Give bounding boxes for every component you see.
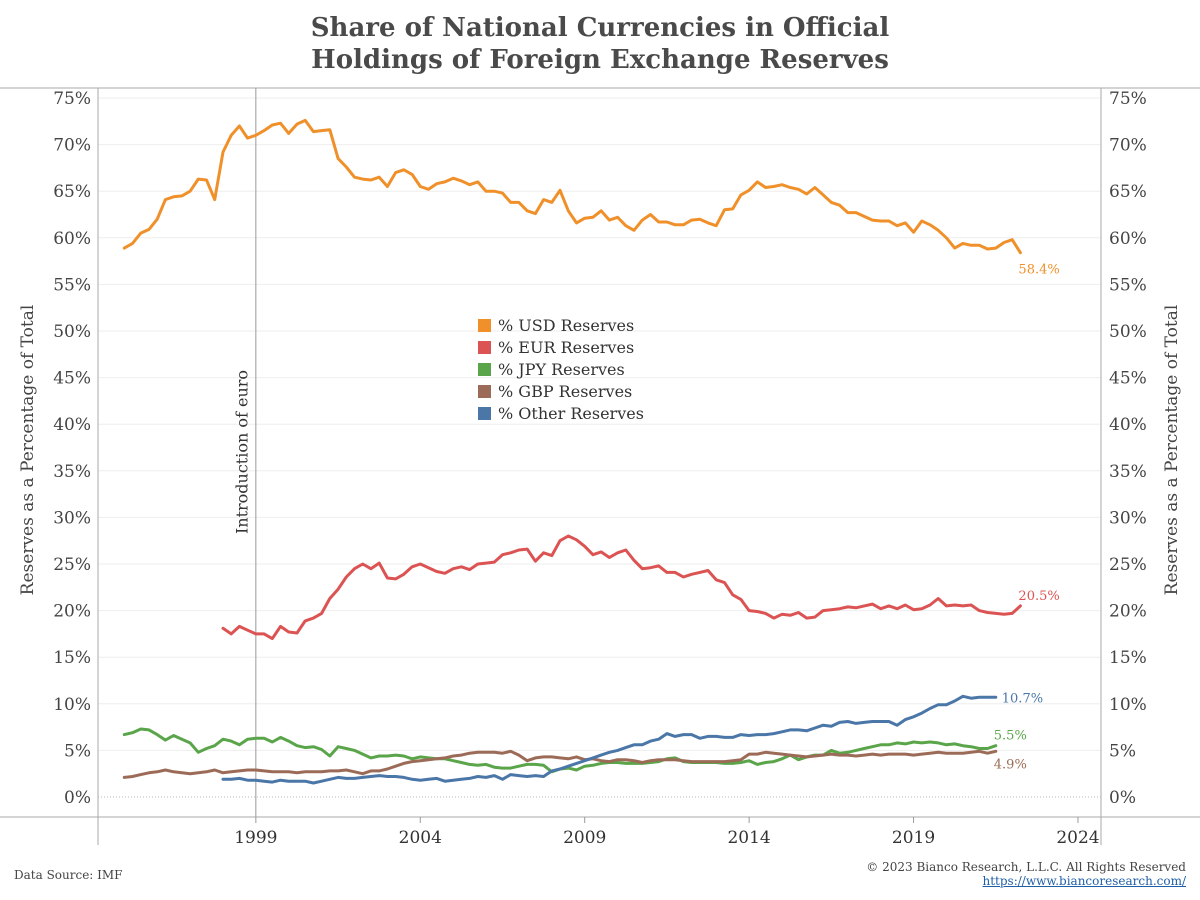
end-label-eur: 20.5% xyxy=(1018,589,1059,604)
y-tick-label-left: 35% xyxy=(53,462,91,482)
y-tick-label-right: 15% xyxy=(1109,648,1147,668)
legend-label-eur: % EUR Reserves xyxy=(498,337,635,357)
y-tick-label-right: 0% xyxy=(1109,788,1136,808)
euro-annotation: Introduction of euro xyxy=(232,369,252,535)
y-tick-label-left: 20% xyxy=(53,602,91,622)
y-axis-left-label: Reserves as a Percentage of Total xyxy=(18,304,38,596)
end-label-jpy: 5.5% xyxy=(994,729,1027,744)
x-tick-label: 2024 xyxy=(1056,828,1099,848)
y-tick-label-left: 15% xyxy=(53,648,91,668)
legend-label-gbp: % GBP Reserves xyxy=(498,381,633,401)
legend-swatch-usd xyxy=(478,318,491,332)
legend-label-usd: % USD Reserves xyxy=(498,315,635,335)
y-tick-label-right: 30% xyxy=(1109,508,1147,528)
y-tick-label-right: 20% xyxy=(1109,602,1147,622)
y-tick-label-left: 70% xyxy=(53,136,91,156)
y-tick-label-right: 55% xyxy=(1109,275,1147,295)
y-tick-label-left: 0% xyxy=(64,788,91,808)
y-tick-label-left: 55% xyxy=(53,275,91,295)
y-tick-label-right: 40% xyxy=(1109,415,1147,435)
y-tick-label-right: 5% xyxy=(1109,741,1136,761)
chart-frame xyxy=(0,87,1200,845)
x-tick-label: 2009 xyxy=(563,828,606,848)
grid-lines xyxy=(98,97,1101,798)
legend-item-gbp[interactable]: % GBP Reserves xyxy=(478,380,644,402)
chart-title: Share of National Currencies in Official… xyxy=(0,12,1200,76)
y-tick-label-right: 60% xyxy=(1109,229,1147,249)
y-tick-label-left: 5% xyxy=(64,741,91,761)
x-tick-label: 2014 xyxy=(727,828,770,848)
legend-label-other: % Other Reserves xyxy=(498,403,644,423)
y-tick-label-right: 70% xyxy=(1109,136,1147,156)
legend-swatch-jpy xyxy=(478,362,491,376)
series-line-other xyxy=(221,694,998,785)
data-source: Data Source: IMF xyxy=(14,868,123,882)
series-lines xyxy=(122,118,1022,785)
y-tick-label-left: 30% xyxy=(53,508,91,528)
y-axis-right-ticks: 0% 5% 10% 15% 20% 25% 30% 35% 40% 45% 50% 55% 60% 65%… xyxy=(1109,89,1147,808)
series-line-gbp xyxy=(122,749,998,779)
series-line-eur xyxy=(221,534,1022,641)
y-tick-label-left: 50% xyxy=(53,322,91,342)
y-tick-label-left: 45% xyxy=(53,369,91,389)
chart-legend: % USD Reserves % EUR Reserves % JPY Rese… xyxy=(478,314,644,424)
y-tick-label-right: 75% xyxy=(1109,89,1147,109)
copyright-block: © 2023 Bianco Research, L.L.C. All Right… xyxy=(866,860,1186,888)
x-tick-label: 2004 xyxy=(399,828,442,848)
y-tick-label-right: 45% xyxy=(1109,369,1147,389)
legend-item-jpy[interactable]: % JPY Reserves xyxy=(478,358,644,380)
y-axis-left-ticks: 0% 5% 10% 15% 20% 25% 30% 35% 40% 45% 50% 55% 60% 65%… xyxy=(53,89,91,808)
y-tick-label-right: 65% xyxy=(1109,182,1147,202)
y-tick-label-left: 25% xyxy=(53,555,91,575)
y-tick-label-left: 65% xyxy=(53,182,91,202)
end-label-usd: 58.4% xyxy=(1018,263,1059,278)
legend-swatch-eur xyxy=(478,340,491,354)
y-tick-label-left: 40% xyxy=(53,415,91,435)
end-label-other: 10.7% xyxy=(1002,691,1043,706)
legend-swatch-gbp xyxy=(478,384,491,398)
y-tick-label-right: 35% xyxy=(1109,462,1147,482)
chart-title-line-2: Holdings of Foreign Exchange Reserves xyxy=(311,45,889,75)
y-tick-label-left: 75% xyxy=(53,89,91,109)
y-tick-label-right: 25% xyxy=(1109,555,1147,575)
y-tick-label-left: 60% xyxy=(53,229,91,249)
series-end-labels: 58.4% 20.5% 5.5% 4.9% 10.7% xyxy=(994,263,1060,773)
legend-swatch-other xyxy=(478,406,491,420)
legend-label-jpy: % JPY Reserves xyxy=(498,359,625,379)
x-tick-label: 1999 xyxy=(234,828,277,848)
y-tick-label-left: 10% xyxy=(53,695,91,715)
copyright-text: © 2023 Bianco Research, L.L.C. All Right… xyxy=(866,860,1186,874)
legend-item-usd[interactable]: % USD Reserves xyxy=(478,314,644,336)
x-axis-ticks: 1999 2004 2009 2014 2019 2024 xyxy=(234,817,1100,848)
series-line-usd xyxy=(122,118,1022,255)
y-axis-right-label: Reserves as a Percentage of Total xyxy=(1162,304,1182,596)
legend-item-eur[interactable]: % EUR Reserves xyxy=(478,336,644,358)
legend-item-other[interactable]: % Other Reserves xyxy=(478,402,644,424)
y-tick-label-right: 10% xyxy=(1109,695,1147,715)
chart-title-line-1: Share of National Currencies in Official xyxy=(310,13,890,43)
x-tick-label: 2019 xyxy=(892,828,935,848)
website-link[interactable]: https://www.biancoresearch.com/ xyxy=(982,874,1186,888)
end-label-gbp: 4.9% xyxy=(994,757,1027,772)
y-tick-label-right: 50% xyxy=(1109,322,1147,342)
